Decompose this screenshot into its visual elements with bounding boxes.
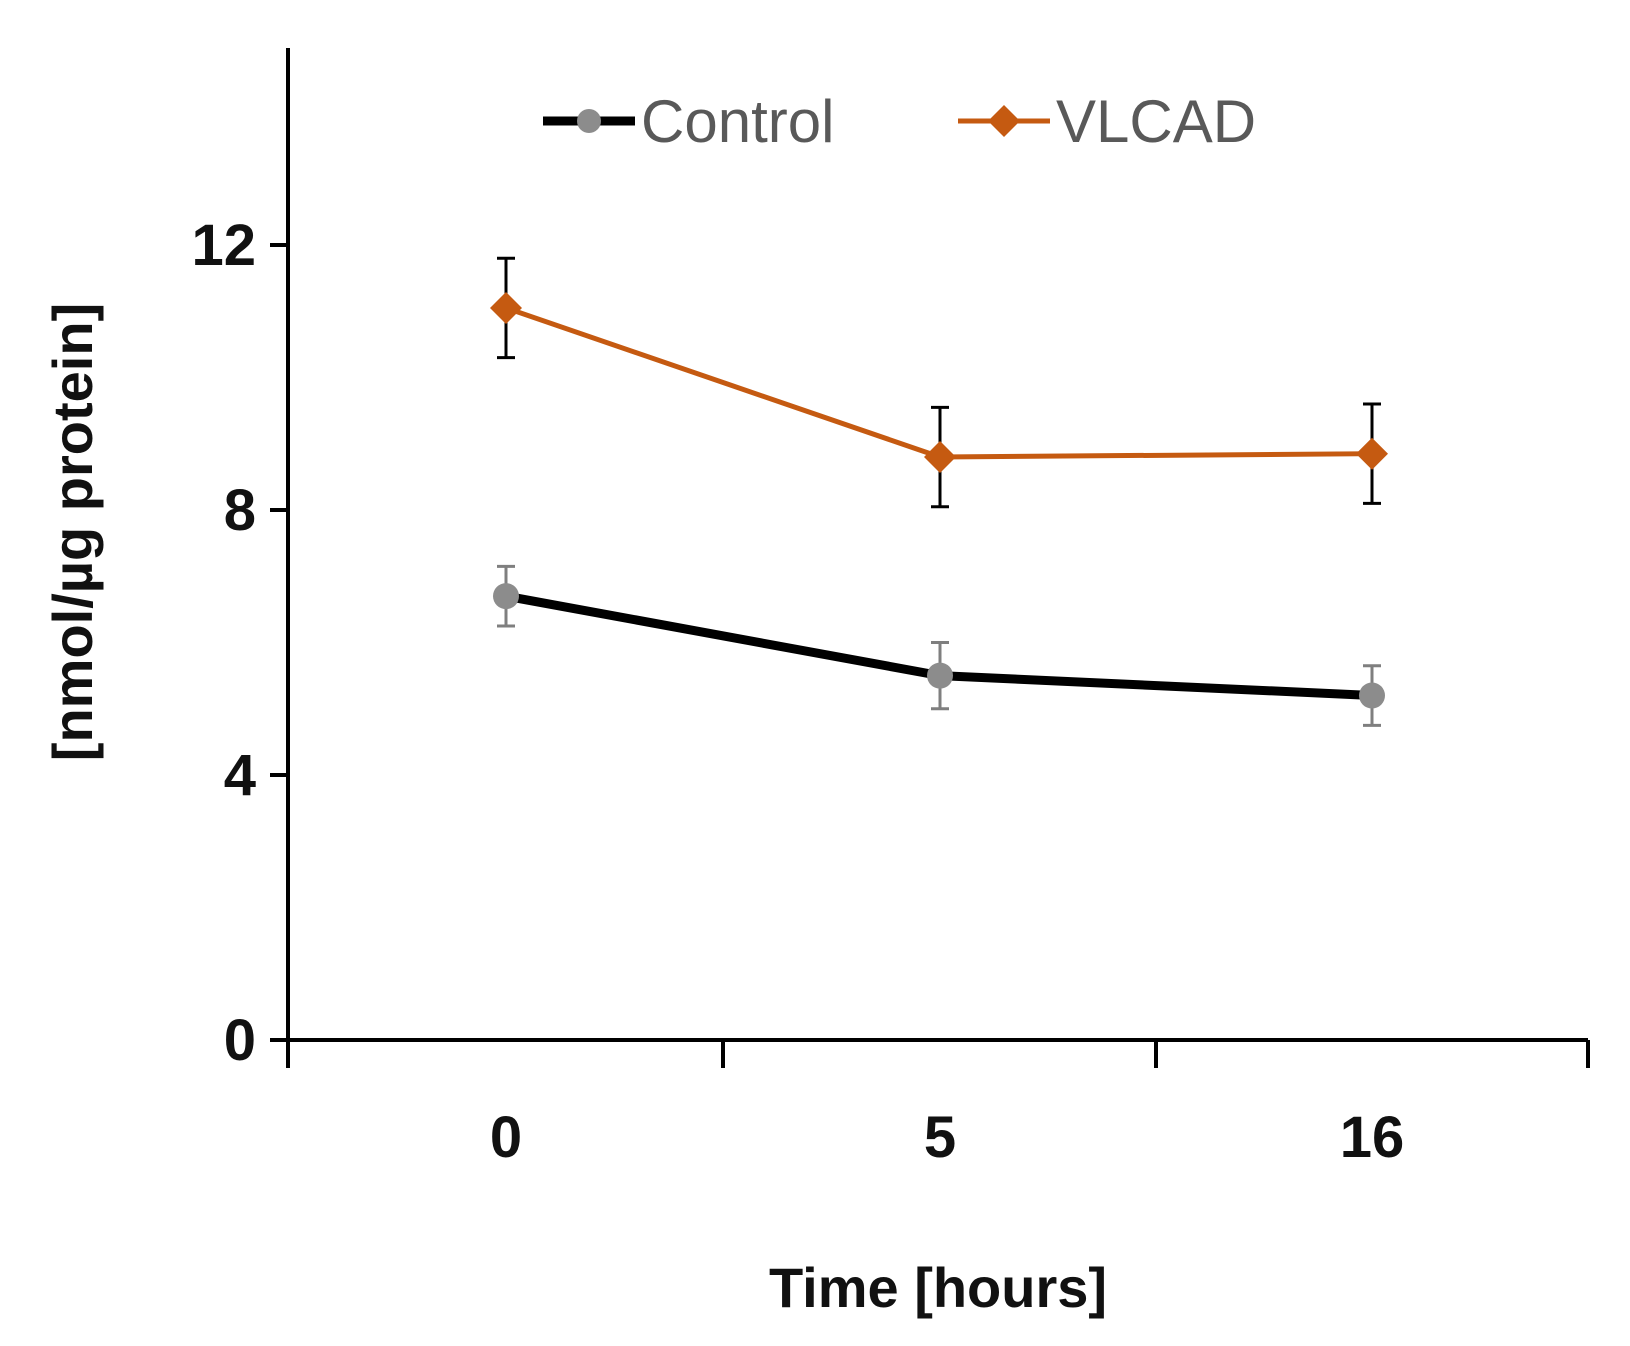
y-tick-label: 0 <box>224 1008 256 1073</box>
data-point <box>927 662 953 689</box>
series-layer <box>490 256 1388 727</box>
x-tick-label: 5 <box>924 1105 956 1170</box>
data-point <box>493 583 519 610</box>
legend: Control VLCAD <box>543 88 1256 155</box>
y-tick-label: 12 <box>191 213 256 278</box>
series-control <box>493 564 1385 727</box>
legend-label: Control <box>641 88 834 155</box>
legend-item-control: Control <box>543 88 834 155</box>
y-tick-label: 4 <box>224 743 256 808</box>
axes <box>286 48 1588 1042</box>
data-point <box>1356 437 1388 470</box>
data-point <box>924 441 956 473</box>
y-ticks: 0 4 8 12 <box>191 213 288 1073</box>
x-ticks: 0 5 16 <box>286 1040 1590 1170</box>
x-axis-title: Time [hours] <box>769 1256 1107 1319</box>
x-tick-label: 0 <box>490 1105 522 1170</box>
data-point <box>490 291 522 324</box>
x-tick-label: 16 <box>1340 1105 1405 1170</box>
legend-marker <box>577 109 601 133</box>
y-tick-label: 8 <box>224 478 256 543</box>
data-point <box>1359 682 1385 709</box>
legend-item-vlcad: VLCAD <box>958 88 1256 155</box>
legend-marker <box>988 105 1020 137</box>
y-axis-title: [nmol/µg protein] <box>41 303 104 761</box>
legend-label: VLCAD <box>1056 88 1256 155</box>
series-vlcad <box>490 256 1388 509</box>
